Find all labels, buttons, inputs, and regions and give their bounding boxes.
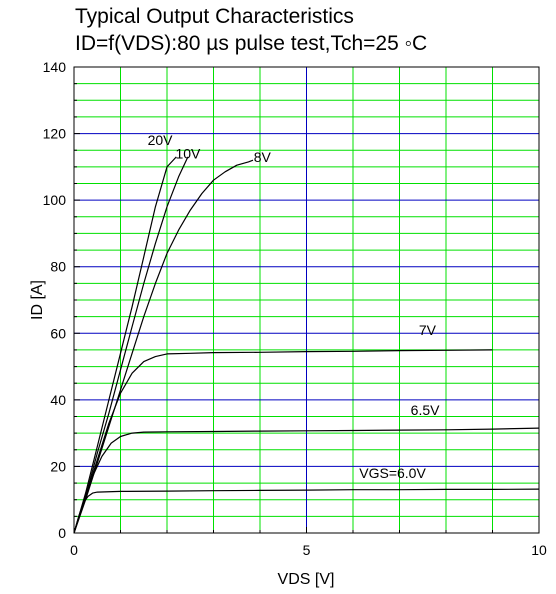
y-tick-label: 120: [43, 126, 67, 142]
chart-title-line-1: Typical Output Characteristics: [75, 5, 354, 28]
y-tick-labels: 0 20 40 60 80 100 120 140: [43, 59, 67, 541]
y-tick-label: 100: [43, 192, 67, 208]
x-tick-label: 5: [303, 542, 311, 558]
y-tick-label: 80: [50, 259, 66, 275]
major-grid: [74, 67, 539, 533]
x-axis-label: VDS [V]: [278, 571, 335, 588]
y-tick-label: 140: [43, 59, 67, 75]
curve-label: VGS=6.0V: [359, 465, 426, 481]
x-tick-label: 0: [70, 542, 78, 558]
curve-label: 8V: [254, 149, 272, 165]
y-tick-label: 20: [50, 458, 66, 474]
axis-ticks: [73, 66, 540, 534]
curve-line: [73, 159, 254, 534]
curve-line: [73, 156, 189, 534]
y-tick-label: 0: [58, 525, 66, 541]
curve-line: [73, 156, 177, 534]
x-tick-label: 10: [531, 542, 547, 558]
x-tick-labels: 0 5 10: [70, 542, 547, 558]
curve-label: 10V: [175, 146, 201, 162]
y-tick-label: 40: [50, 392, 66, 408]
curve-label: 7V: [419, 322, 437, 338]
curve-line: [73, 349, 493, 534]
curve-line: [73, 488, 540, 534]
curve-label: 6.5V: [411, 402, 440, 418]
y-axis-label: ID [A]: [29, 280, 46, 320]
curves: [73, 156, 540, 534]
chart-title-line-2: ID=f(VDS):80 µs pulse test,Tch=25 ◦C: [75, 32, 428, 55]
curve-label: 20V: [148, 132, 174, 148]
curve-line: [73, 427, 540, 534]
y-tick-label: 60: [50, 325, 66, 341]
